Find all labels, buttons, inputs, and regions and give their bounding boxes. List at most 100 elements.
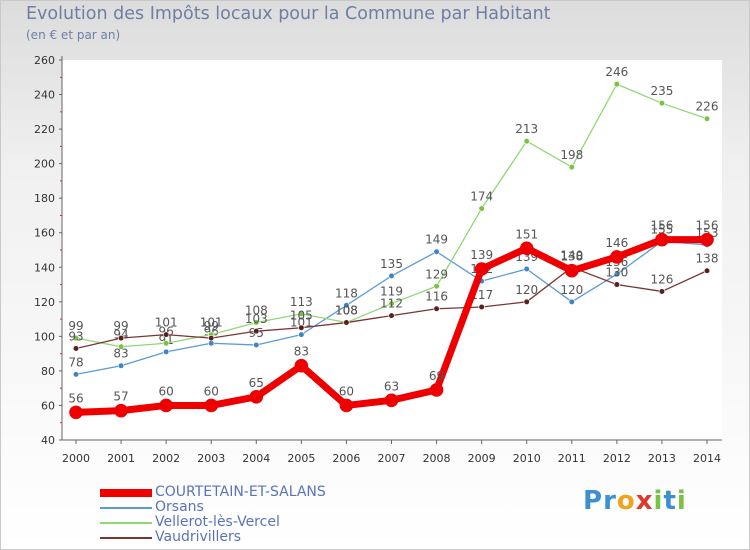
data-point [523,298,530,305]
data-point [117,334,125,342]
data-point [523,265,530,273]
data-label: 108 [335,304,358,318]
data-point [159,398,173,413]
x-tick-label: 2010 [513,452,541,465]
data-label: 198 [560,148,583,162]
x-tick-label: 2012 [603,452,631,465]
data-point [474,262,489,276]
data-label: 139 [470,248,493,262]
x-tick-label: 2004 [242,452,270,465]
x-tick-label: 2008 [423,452,451,465]
series-courtetain-et-salans: 56 57 60 60 65 83 60 63 69 139 151 138 146 156 156 [68,219,719,420]
data-point [568,163,575,171]
x-tick-label: 2006 [332,452,360,465]
data-point [610,250,624,264]
data-point [568,298,575,305]
data-label: 146 [605,236,628,250]
data-point [298,331,305,338]
chart-subtitle: (en € et par an) [26,28,121,42]
data-label: 129 [425,267,448,281]
legend-label: Vaudrivillers [155,529,242,545]
data-point [163,348,170,356]
x-tick-label: 2003 [197,452,225,465]
data-label: 103 [245,312,268,326]
data-point [384,393,399,408]
data-point [388,272,395,280]
logo-letter: r [603,486,617,516]
data-point [564,263,579,278]
data-point [204,398,219,413]
data-label: 78 [68,355,83,369]
y-tick-label: 120 [34,296,55,309]
data-label: 174 [470,190,493,204]
x-tick-label: 2009 [468,452,496,465]
data-label: 226 [696,100,719,114]
data-label: 60 [339,384,354,398]
data-label: 83 [113,347,128,361]
data-point [433,283,440,290]
data-label: 101 [290,316,313,330]
data-label: 156 [650,219,673,233]
legend-swatch [100,489,152,497]
data-point [72,371,80,378]
data-point [478,303,485,311]
data-label: 101 [155,316,178,330]
data-label: 65 [249,376,264,390]
data-point [478,205,485,212]
data-label: 149 [425,233,448,247]
data-point [298,324,305,331]
data-label: 99 [68,319,83,333]
data-label: 116 [425,290,448,304]
data-label: 83 [294,345,309,359]
logo-letter: t [663,486,677,516]
data-point [72,345,80,352]
data-point [658,288,666,295]
x-tick-label: 2014 [693,452,721,465]
y-tick-label: 260 [34,54,55,67]
data-point [388,300,395,307]
data-label: 99 [113,319,128,333]
data-label: 156 [696,219,719,233]
data-label: 113 [290,295,313,309]
data-label: 69 [429,369,444,383]
legend-item: Vaudrivillers [100,529,400,545]
data-label: 119 [380,285,403,299]
data-label: 56 [68,391,83,405]
data-point [613,271,620,278]
data-point [339,398,354,413]
data-label: 101 [200,316,223,330]
logo-letter: o [616,486,636,516]
y-tick-label: 180 [34,192,55,205]
data-label: 108 [335,304,358,318]
data-label: 138 [560,250,583,264]
data-point [700,232,714,247]
x-tick-label: 2001 [107,452,135,465]
legend-item: Orsans [100,499,400,515]
logo-letter: i [653,486,664,516]
y-tick-label: 140 [34,261,55,274]
x-tick-label: 2005 [287,452,315,465]
data-point [253,341,260,349]
data-point [655,232,669,247]
data-point [163,340,170,347]
legend-label: COURTETAIN-ET-SALANS [155,484,326,500]
x-tick-label: 2011 [558,452,586,465]
data-point [208,340,215,347]
legend-swatch [100,522,152,524]
legend-label: Vellerot-lès-Vercel [155,514,280,530]
data-label: 93 [68,329,83,343]
x-tick-label: 2013 [648,452,676,465]
data-point [253,319,260,326]
logo-letter: i [676,486,687,516]
data-point [294,358,309,373]
data-point [343,319,350,326]
data-label: 60 [204,384,219,398]
data-label: 112 [380,297,403,311]
logo-letter: P [583,486,604,516]
data-label: 120 [515,283,538,297]
data-point [703,267,711,274]
data-label: 130 [605,266,628,280]
data-label: 246 [605,65,628,79]
y-tick-label: 220 [34,123,55,136]
